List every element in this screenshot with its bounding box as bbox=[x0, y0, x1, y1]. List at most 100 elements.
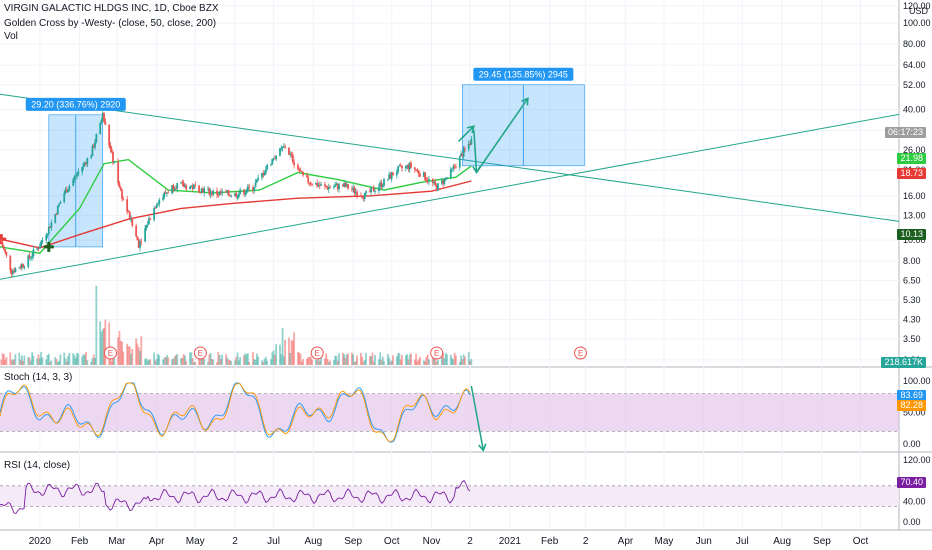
candle-body bbox=[191, 185, 194, 190]
candle-body bbox=[426, 180, 429, 182]
date-tick-label: Mar bbox=[108, 536, 126, 547]
volume-bar bbox=[180, 358, 182, 365]
candle-body bbox=[109, 145, 112, 150]
candle-body bbox=[264, 169, 267, 173]
earnings-marker-label: E bbox=[315, 349, 320, 358]
candle-body bbox=[85, 162, 87, 165]
price-tick-label: 26.00 bbox=[903, 145, 926, 155]
volume-bar bbox=[289, 352, 292, 365]
candle-body bbox=[352, 187, 355, 190]
candle-body bbox=[173, 188, 176, 190]
projection-arrowhead bbox=[521, 97, 529, 106]
volume-legend[interactable]: Vol bbox=[4, 31, 18, 42]
volume-bar bbox=[470, 358, 473, 365]
volume-bar bbox=[281, 327, 284, 365]
candle-body bbox=[110, 149, 113, 152]
candle-body bbox=[446, 177, 448, 179]
candle-body bbox=[371, 187, 374, 189]
volume-bar bbox=[329, 360, 331, 365]
candle-body bbox=[449, 169, 452, 178]
candle-body bbox=[226, 190, 229, 193]
axes: 120.00100.0080.0064.0052.0040.0032.0026.… bbox=[29, 1, 931, 547]
volume-bar bbox=[207, 361, 209, 365]
candle-body bbox=[257, 177, 260, 180]
candle-body bbox=[398, 165, 401, 167]
date-tick-label: 2 bbox=[583, 536, 589, 547]
volume-bar bbox=[108, 322, 111, 365]
volume-bar bbox=[182, 354, 185, 365]
candle-body bbox=[117, 161, 120, 184]
candle-body bbox=[280, 147, 283, 149]
candle-body bbox=[227, 190, 230, 196]
candle-body bbox=[266, 164, 269, 170]
candle-body bbox=[325, 186, 328, 188]
rsi-legend[interactable]: RSI (14, close) bbox=[4, 460, 71, 471]
date-tick-label: Oct bbox=[853, 536, 869, 547]
candle-body bbox=[194, 184, 197, 186]
candle-body bbox=[90, 156, 93, 159]
candle-body bbox=[379, 182, 382, 187]
volume-bar bbox=[431, 357, 434, 365]
candle-body bbox=[149, 218, 152, 220]
candle-body bbox=[230, 196, 233, 197]
candle-body bbox=[460, 153, 462, 157]
pullback-arrowhead bbox=[472, 166, 481, 175]
volume-bar bbox=[236, 352, 239, 365]
volume-bar bbox=[199, 356, 202, 365]
volume-bar bbox=[440, 356, 443, 365]
volume-bar bbox=[23, 355, 26, 365]
pullback-arrow bbox=[473, 130, 478, 173]
rsi-band bbox=[0, 485, 899, 507]
volume-bar bbox=[270, 359, 272, 365]
volume-bar bbox=[399, 359, 402, 365]
volume-bar bbox=[203, 358, 206, 365]
candle-body bbox=[108, 124, 111, 146]
price-value-tag: 10.13 bbox=[897, 229, 926, 240]
candle-body bbox=[10, 269, 13, 274]
earnings-marker-label: E bbox=[434, 349, 439, 358]
volume-bar bbox=[234, 360, 236, 365]
stoch-d-line bbox=[0, 382, 471, 442]
candle-body bbox=[417, 170, 420, 174]
candle-body bbox=[302, 171, 304, 176]
candle-body bbox=[139, 241, 141, 248]
candle-body bbox=[333, 186, 335, 188]
volume-bar bbox=[74, 357, 77, 365]
candle-body bbox=[176, 183, 179, 189]
candle-body bbox=[386, 179, 389, 180]
candle-body bbox=[171, 185, 173, 194]
currency-label: USD bbox=[908, 6, 928, 16]
volume-bar bbox=[344, 357, 347, 365]
candle-body bbox=[464, 148, 466, 150]
rsi-tick-label: 40.00 bbox=[903, 496, 926, 506]
candle-body bbox=[272, 158, 275, 160]
volume-bar bbox=[122, 351, 125, 365]
price-tick-label: 120.00 bbox=[903, 1, 931, 11]
candle-body bbox=[273, 158, 276, 160]
candle-body bbox=[236, 196, 239, 198]
volume-bar bbox=[363, 359, 366, 365]
volume-bar bbox=[136, 343, 139, 365]
volume-bar bbox=[19, 359, 22, 365]
volume-bar bbox=[50, 360, 53, 365]
volume-bar bbox=[94, 358, 96, 365]
candle-body bbox=[181, 182, 184, 184]
candle-body bbox=[217, 194, 220, 196]
volume-bar bbox=[184, 355, 186, 365]
candle-body bbox=[83, 162, 86, 164]
date-tick-label: Feb bbox=[71, 536, 89, 547]
candle-body bbox=[434, 181, 437, 185]
volume-bar bbox=[29, 360, 32, 365]
volume-bar bbox=[389, 361, 392, 365]
stoch-legend[interactable]: Stoch (14, 3, 3) bbox=[4, 372, 73, 383]
volume-bar bbox=[383, 361, 385, 365]
candle-body bbox=[95, 134, 98, 143]
date-tick-label: Sep bbox=[813, 536, 831, 547]
indicator-legend[interactable]: Golden Cross by -Westy- (close, 50, clos… bbox=[4, 18, 217, 29]
candle-body bbox=[399, 165, 402, 167]
volume-bar bbox=[398, 353, 401, 365]
candles bbox=[0, 111, 473, 278]
volume-bar bbox=[458, 361, 461, 365]
